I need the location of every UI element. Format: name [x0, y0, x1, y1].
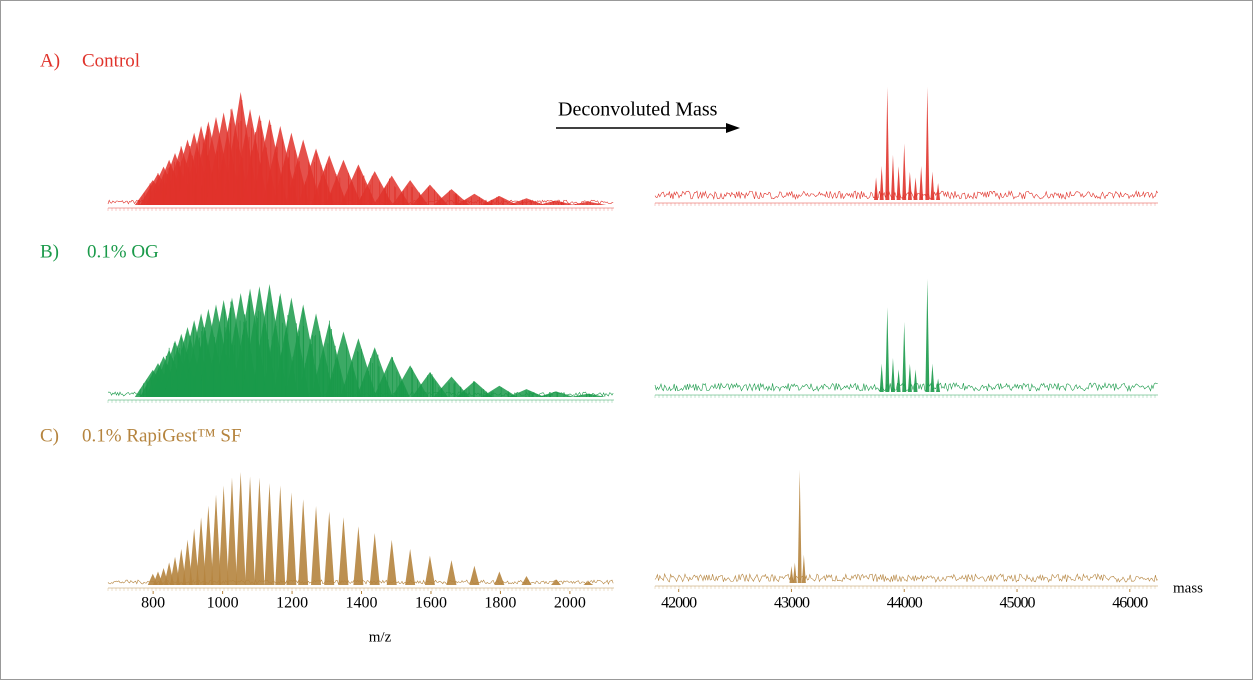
peak [890, 154, 895, 200]
peak [275, 485, 286, 585]
peak [551, 579, 562, 585]
noise [654, 190, 1159, 201]
peak [508, 389, 545, 397]
peak [324, 511, 335, 585]
peak [583, 581, 594, 585]
peak [235, 472, 246, 585]
peak [211, 494, 222, 585]
peak [925, 279, 930, 392]
x-tick-label: 800 [141, 595, 165, 612]
peak [913, 369, 918, 392]
peak [411, 184, 448, 205]
x-axis-label: m/z [369, 629, 392, 645]
peak [801, 554, 806, 583]
panel-name: Control [82, 50, 140, 71]
panel-label: B) [40, 241, 59, 262]
panel-label: C) [40, 425, 59, 446]
peak [298, 499, 309, 585]
peak [797, 470, 802, 583]
peak [538, 200, 575, 205]
peak [311, 505, 322, 585]
peak [538, 391, 575, 397]
peak [885, 307, 890, 392]
x-tick-label: 42000 [661, 595, 697, 612]
x-tick-label: 1400 [346, 595, 378, 612]
x-tick-label: 44000 [887, 595, 923, 612]
peak [469, 565, 480, 585]
noise [654, 572, 1158, 583]
peak [481, 195, 518, 205]
peak [494, 571, 505, 585]
peak [338, 517, 349, 585]
peak [930, 171, 935, 200]
peak [925, 87, 930, 200]
x-tick-label: 1000 [207, 595, 239, 612]
x-tick-label: 46000 [1112, 595, 1148, 612]
peak [182, 539, 193, 585]
peak [196, 517, 207, 585]
x-tick-label: 1800 [484, 595, 516, 612]
panel-label: A) [40, 50, 60, 71]
peak [203, 505, 214, 585]
peak [245, 476, 256, 585]
peak [907, 363, 912, 392]
x-tick-label: 1200 [276, 595, 308, 612]
arrow-head [726, 123, 740, 133]
peak [570, 201, 607, 205]
peak [386, 539, 397, 585]
peak [907, 171, 912, 200]
peak [913, 177, 918, 200]
peak [218, 485, 229, 585]
peak [902, 321, 907, 392]
peak [254, 477, 265, 585]
noise [654, 381, 1158, 393]
peak [885, 87, 890, 200]
peak [792, 562, 797, 583]
peak [286, 492, 297, 585]
peak [936, 183, 941, 200]
x-tick-label: 1600 [415, 595, 447, 612]
x-tick-label: 45000 [1000, 595, 1036, 612]
peak [521, 575, 532, 585]
annotation: Deconvoluted Mass [558, 99, 718, 121]
x-tick-label: 2000 [554, 595, 586, 612]
panel-name: 0.1% RapiGest™ SF [82, 425, 242, 446]
peak [879, 166, 884, 200]
x-tick-label: 43000 [774, 595, 810, 612]
peak [919, 166, 924, 200]
x-axis-label: mass [1173, 580, 1203, 596]
peak [456, 193, 493, 205]
panel-name: 0.1% OG [87, 241, 159, 262]
peak [874, 177, 879, 200]
peak [226, 477, 237, 585]
peak [930, 363, 935, 392]
peak [446, 560, 457, 585]
peak [879, 363, 884, 392]
peak [353, 526, 364, 585]
peak [189, 528, 200, 585]
peak [902, 143, 907, 200]
peak [890, 358, 895, 392]
peak [424, 555, 435, 585]
peak [936, 378, 941, 392]
peak [789, 566, 794, 583]
peak [369, 533, 380, 585]
peak [896, 166, 901, 200]
peak [433, 189, 470, 205]
peak [896, 369, 901, 392]
peak [264, 483, 275, 585]
peak [405, 548, 416, 585]
